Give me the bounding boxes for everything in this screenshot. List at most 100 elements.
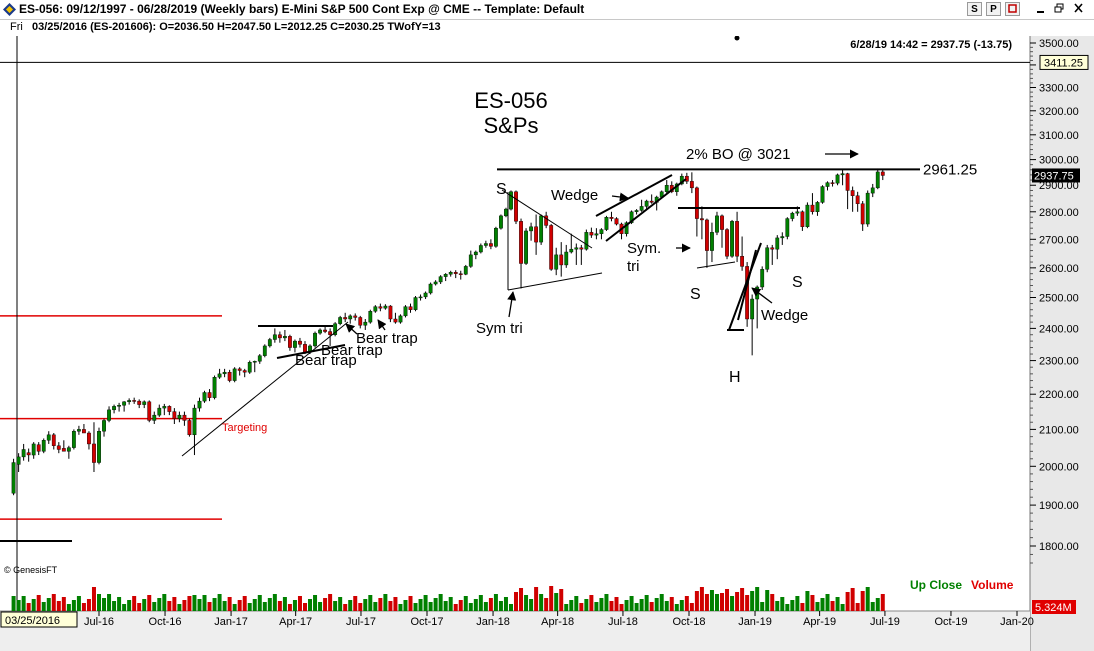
volume-bar bbox=[730, 596, 735, 611]
candle-body bbox=[71, 431, 76, 448]
candle-body bbox=[810, 204, 815, 212]
volume-bar bbox=[122, 604, 127, 611]
sym-tri-2-annotation: Sym tri bbox=[476, 320, 523, 337]
candle-body bbox=[850, 190, 855, 196]
x-tick-label: Apr-18 bbox=[541, 616, 574, 628]
restore-icon[interactable] bbox=[1052, 2, 1067, 16]
volume-bar bbox=[338, 597, 343, 611]
volume-bar bbox=[473, 599, 478, 611]
candle-body bbox=[579, 247, 584, 250]
candle-body bbox=[298, 340, 302, 345]
cursor-date-label: 03/25/2016 bbox=[5, 615, 60, 627]
candle-body bbox=[267, 339, 272, 347]
p-button[interactable]: P bbox=[986, 2, 1001, 16]
volume-value-label: 5.324M bbox=[1035, 602, 1072, 614]
volume-bar bbox=[418, 599, 423, 611]
right-shoulder-s-annotation: S bbox=[792, 274, 803, 291]
breakout-annotation: 2% BO @ 3021 bbox=[686, 146, 790, 163]
last-quote-label: 6/28/19 14:42 = 2937.75 (-13.75) bbox=[850, 39, 1012, 51]
y-tick-label: 3000.00 bbox=[1039, 155, 1079, 167]
volume-bar bbox=[61, 597, 66, 611]
candle-body bbox=[488, 243, 493, 247]
close-icon[interactable] bbox=[1071, 2, 1086, 16]
candle-body bbox=[720, 215, 724, 230]
candle-body bbox=[433, 281, 438, 285]
candle-body bbox=[574, 247, 579, 250]
volume-bar bbox=[353, 596, 358, 611]
right-wedge-upper-line bbox=[728, 242, 762, 331]
candle-body bbox=[509, 191, 513, 210]
volume-bar bbox=[468, 603, 473, 611]
volume-bar bbox=[16, 600, 21, 611]
title-bar: ES-056: 09/12/1997 - 06/28/2019 (Weekly … bbox=[0, 0, 1094, 20]
volume-bar bbox=[328, 594, 333, 611]
volume-bar bbox=[438, 594, 443, 611]
candle-body bbox=[539, 215, 544, 243]
bear-trap-1-annotation: Bear trap bbox=[321, 342, 383, 359]
volume-bar bbox=[780, 597, 785, 611]
candle-body bbox=[21, 449, 26, 458]
y-tick-label: 2200.00 bbox=[1039, 389, 1079, 401]
candle-body bbox=[282, 336, 287, 339]
candle-body bbox=[604, 217, 609, 230]
volume-bar bbox=[282, 597, 287, 611]
candle-body bbox=[835, 174, 840, 184]
volume-bar bbox=[252, 599, 257, 611]
candle-body bbox=[247, 362, 252, 373]
volume-bar bbox=[107, 594, 112, 611]
y-tick-label: 1800.00 bbox=[1039, 541, 1079, 553]
candle-body bbox=[594, 233, 599, 236]
candle-body bbox=[328, 331, 333, 335]
volume-bar bbox=[488, 598, 493, 611]
window-mode-icon[interactable] bbox=[1005, 2, 1020, 16]
volume-bar bbox=[21, 596, 26, 611]
info-day: Fri bbox=[10, 21, 23, 33]
candle-body bbox=[398, 315, 403, 323]
volume-bar bbox=[498, 601, 503, 611]
resistance-level-label: 2961.25 bbox=[923, 161, 977, 178]
candle-body bbox=[41, 440, 46, 452]
candle-body bbox=[725, 229, 729, 257]
shoulder-s-annotation: S bbox=[690, 286, 701, 303]
candle-body bbox=[554, 254, 559, 270]
volume-bar bbox=[659, 594, 664, 611]
x-tick-label: Oct-19 bbox=[934, 616, 967, 628]
minimize-icon[interactable] bbox=[1033, 2, 1048, 16]
candle-body bbox=[705, 219, 709, 251]
volume-bar bbox=[745, 595, 750, 611]
candle-body bbox=[368, 311, 373, 323]
s-button[interactable]: S bbox=[967, 2, 982, 16]
volume-bar bbox=[870, 602, 875, 611]
volume-bar bbox=[272, 594, 277, 611]
volume-bar bbox=[227, 597, 232, 611]
candle-body bbox=[483, 243, 488, 246]
x-tick-label: Jan-17 bbox=[214, 616, 248, 628]
candle-body bbox=[735, 221, 739, 257]
volume-bar bbox=[222, 601, 227, 611]
volume-bar bbox=[262, 602, 267, 611]
volume-bar bbox=[443, 601, 448, 611]
volume-bar bbox=[564, 604, 569, 611]
volume-bar bbox=[383, 594, 388, 611]
candle-body bbox=[51, 434, 56, 446]
candle-body bbox=[730, 221, 734, 257]
volume-bar bbox=[785, 604, 790, 611]
candle-body bbox=[152, 414, 157, 421]
volume-bar bbox=[363, 599, 368, 611]
y-tick-label: 2000.00 bbox=[1039, 461, 1079, 473]
candle-body bbox=[222, 371, 227, 375]
candle-body bbox=[237, 368, 242, 371]
volume-bar bbox=[348, 600, 353, 611]
cursor-price-label: 3411.25 bbox=[1044, 57, 1083, 69]
targeting-trendline bbox=[181, 321, 349, 457]
volume-bar bbox=[835, 597, 840, 611]
candle-body bbox=[639, 206, 644, 211]
volume-bar bbox=[880, 594, 885, 611]
x-tick-label: Oct-18 bbox=[672, 616, 705, 628]
price-chart[interactable]: 3500.003400.003300.003200.003100.003000.… bbox=[0, 36, 1094, 651]
candle-body bbox=[61, 448, 66, 452]
candle-body bbox=[318, 329, 322, 334]
volume-bar bbox=[589, 595, 594, 611]
volume-bar bbox=[56, 601, 61, 611]
candle-body bbox=[770, 247, 775, 250]
